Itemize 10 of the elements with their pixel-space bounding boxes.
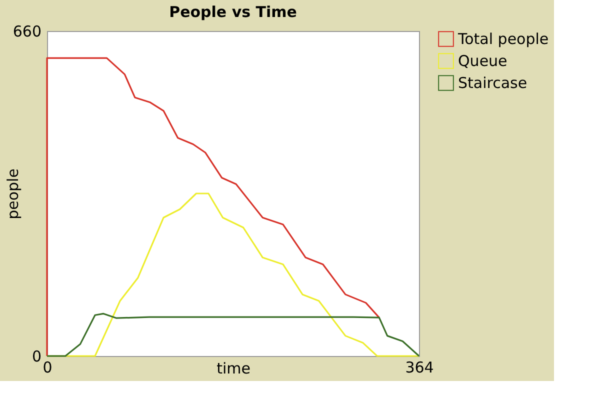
legend-label: Total people [457, 30, 549, 48]
y-tick-label: 660 [12, 22, 42, 40]
legend-label: Staircase [458, 74, 528, 92]
y-axis-title: people [4, 168, 22, 220]
legend-label: Queue [458, 52, 508, 70]
line-series [46, 312, 420, 357]
chart-title: People vs Time [169, 3, 297, 21]
x-tick-label: 364 [405, 358, 434, 376]
line-series [46, 57, 380, 357]
x-axis-title: time [216, 360, 250, 378]
